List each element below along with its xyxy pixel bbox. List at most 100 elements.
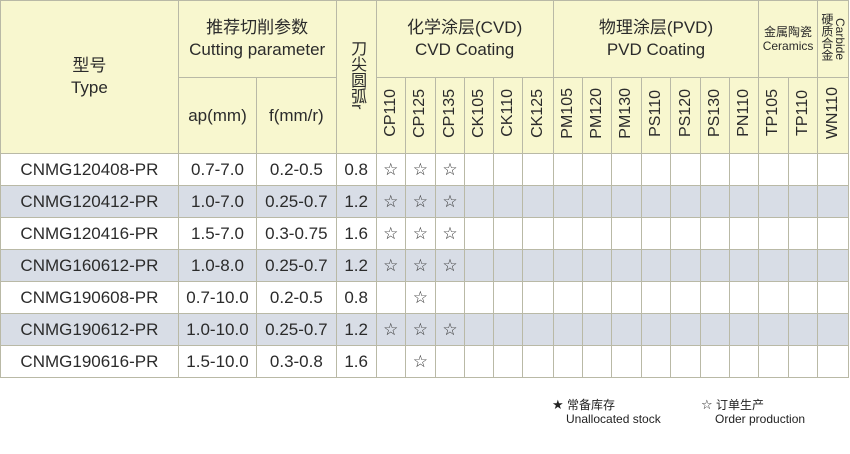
order-label-cn: 订单生产 (716, 398, 765, 412)
table-row: CNMG160612-PR 1.0-8.0 0.25-0.7 1.2 ☆ ☆ ☆ (0, 249, 850, 282)
grade-header-tp110: TP110 (787, 77, 818, 154)
type-cell: CNMG190612-PR (0, 313, 179, 346)
grade-header-pm120: PM120 (581, 77, 612, 154)
grade-label: CK125 (528, 88, 546, 138)
grade-cell (787, 153, 818, 186)
grade-cell (787, 185, 818, 218)
grade-cell (787, 249, 818, 282)
grade-cell (581, 345, 612, 378)
grade-cell (522, 249, 554, 282)
grade-cell (787, 217, 818, 250)
grade-cell (729, 217, 760, 250)
grade-header-cp110: CP110 (375, 77, 406, 154)
order-star-icon: ☆ (434, 217, 466, 250)
grade-cell (729, 313, 760, 346)
f-header: f(mm/r) (256, 77, 337, 154)
pvd-header-en: PVD Coating (606, 40, 706, 59)
order-star-icon: ☆ (404, 153, 436, 186)
grade-header-ck110: CK110 (493, 77, 524, 154)
grade-cell (640, 249, 672, 282)
pvd-coating-header: 物理涂层(PVD) PVD Coating (552, 0, 760, 78)
grade-header-ps130: PS130 (700, 77, 731, 154)
radius-cell: 1.2 (335, 313, 377, 346)
grade-cell (816, 313, 850, 346)
table-row: CNMG190612-PR 1.0-10.0 0.25-0.7 1.2 ☆ ☆ ☆ (0, 313, 850, 346)
grade-cell (375, 281, 406, 314)
grade-label: CP135 (441, 88, 459, 138)
grade-cell (640, 185, 672, 218)
grade-cell (522, 185, 554, 218)
order-star-icon: ☆ (375, 249, 406, 282)
order-star-icon: ☆ (434, 153, 466, 186)
f-cell: 0.25-0.7 (256, 313, 337, 346)
grade-label: TP105 (764, 89, 782, 137)
grade-cell (493, 185, 524, 218)
grade-cell (552, 217, 583, 250)
carbide-header-cn: 硬质合金 (819, 12, 834, 61)
order-star-icon: ☆ (375, 185, 406, 218)
order-star-icon: ☆ (404, 249, 436, 282)
grade-cell (700, 281, 731, 314)
grade-cell (522, 313, 554, 346)
grade-cell (464, 281, 495, 314)
grade-cell (729, 185, 760, 218)
type-cell: CNMG120412-PR (0, 185, 179, 218)
type-cell: CNMG120408-PR (0, 153, 179, 186)
table-row: CNMG120412-PR 1.0-7.0 0.25-0.7 1.2 ☆ ☆ ☆ (0, 185, 850, 218)
grade-cell (700, 185, 731, 218)
grade-label: PM105 (558, 87, 576, 139)
grade-label: PM130 (617, 87, 635, 139)
grade-cell (758, 249, 789, 282)
grade-cell (758, 281, 789, 314)
grade-label: CK105 (470, 88, 488, 138)
cermet-header-cn: 金属陶瓷 (764, 25, 813, 39)
legend-order: ☆ 订单生产 Order production (701, 398, 805, 427)
grade-cell (787, 345, 818, 378)
grade-cell (464, 345, 495, 378)
grade-cell (522, 153, 554, 186)
grade-label: CP110 (381, 89, 399, 137)
table-row: CNMG190608-PR 0.7-10.0 0.2-0.5 0.8 ☆ (0, 281, 850, 314)
nose-radius-header: 刀尖圆弧r (335, 0, 377, 154)
grade-header-ps120: PS120 (670, 77, 702, 154)
grade-cell (522, 217, 554, 250)
grade-header-ck105: CK105 (464, 77, 495, 154)
grade-cell (729, 281, 760, 314)
type-header-en: Type (70, 78, 108, 97)
grade-cell (610, 313, 642, 346)
grade-cell (700, 217, 731, 250)
order-star-icon: ☆ (375, 313, 406, 346)
ap-cell: 1.5-7.0 (177, 217, 258, 250)
grade-label: CP125 (411, 88, 429, 138)
grade-cell (700, 345, 731, 378)
grade-cell (758, 217, 789, 250)
f-cell: 0.2-0.5 (256, 281, 337, 314)
grade-cell (640, 313, 672, 346)
f-cell: 0.2-0.5 (256, 153, 337, 186)
pvd-header-cn: 物理涂层(PVD) (598, 18, 714, 37)
grade-cell (581, 249, 612, 282)
grade-cell (640, 153, 672, 186)
grade-cell (729, 153, 760, 186)
grade-header-ck125: CK125 (522, 77, 554, 154)
grade-cell (464, 153, 495, 186)
grade-cell (493, 217, 524, 250)
grade-cell (493, 345, 524, 378)
grade-cell (493, 281, 524, 314)
radius-cell: 1.6 (335, 345, 377, 378)
grade-cell (640, 217, 672, 250)
order-star-icon: ☆ (434, 313, 466, 346)
order-star-icon: ☆ (404, 345, 436, 378)
order-star-icon: ☆ (404, 185, 436, 218)
grade-cell (581, 217, 612, 250)
grade-cell (816, 281, 850, 314)
f-cell: 0.25-0.7 (256, 249, 337, 282)
grade-cell (700, 249, 731, 282)
f-cell: 0.25-0.7 (256, 185, 337, 218)
grade-label: PM120 (587, 87, 605, 139)
carbide-header-en: Carbide (832, 18, 847, 61)
grade-cell (670, 281, 702, 314)
grade-cell (581, 281, 612, 314)
grade-cell (816, 345, 850, 378)
cermet-header: 金属陶瓷 Ceramics (758, 0, 818, 78)
